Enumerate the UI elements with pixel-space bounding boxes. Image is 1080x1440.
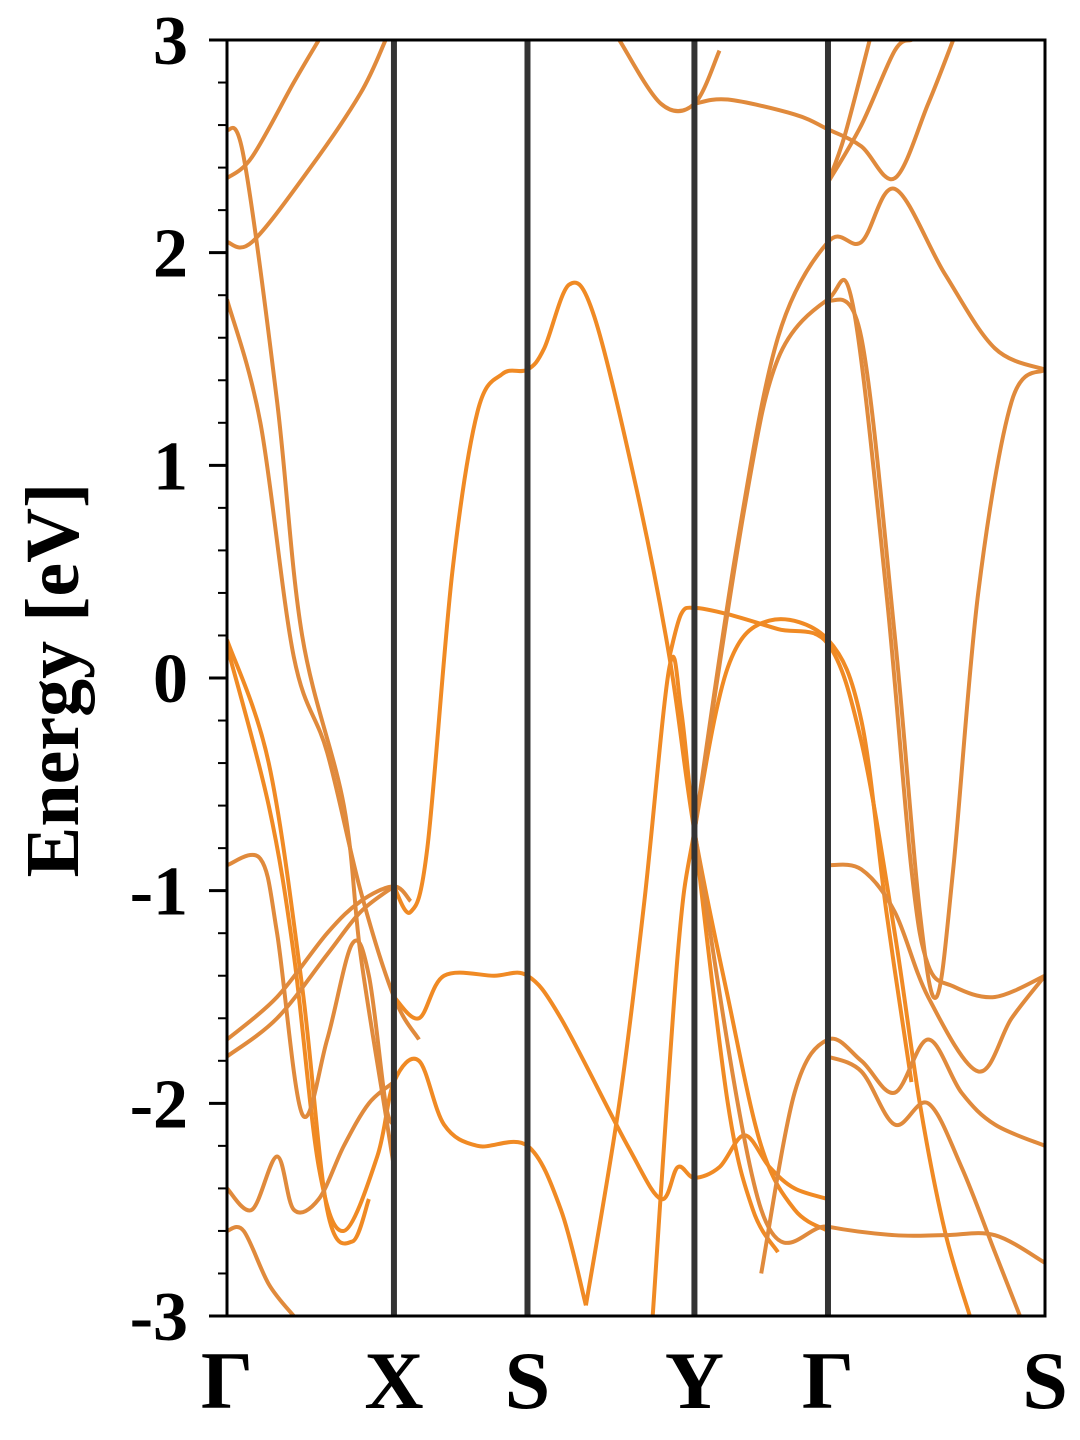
- y-tick-label-4: 1: [153, 428, 188, 505]
- x-tick-label-2: S: [505, 1335, 551, 1426]
- band-1: [227, 639, 371, 1246]
- band-11: [227, 1225, 296, 1316]
- y-tick-label-0: -3: [130, 1279, 188, 1356]
- band-22: [694, 40, 956, 182]
- band-27: [827, 1054, 1022, 1316]
- band-3: [227, 298, 421, 1041]
- band-7: [227, 852, 396, 1126]
- band-5: [227, 40, 388, 250]
- x-tick-label-4: Γ: [802, 1335, 854, 1426]
- band-10: [227, 1080, 396, 1215]
- x-tick-label-5: S: [1022, 1335, 1068, 1426]
- band-19: [826, 297, 1045, 1000]
- y-tick-label-3: 0: [153, 641, 188, 718]
- y-tick-label-6: 3: [153, 3, 188, 80]
- band-26: [827, 862, 1045, 1074]
- y-axis-ticks: -3 -2 -1 0 1 2 3: [130, 3, 227, 1356]
- band-24: [692, 830, 1045, 1265]
- y-tick-label-5: 2: [153, 216, 188, 293]
- band-20: [826, 40, 913, 184]
- x-tick-label-0: Γ: [201, 1335, 253, 1426]
- band-9: [227, 884, 396, 1059]
- band-23: [617, 40, 722, 114]
- band-14: [583, 654, 780, 1306]
- band-12: [392, 970, 829, 1202]
- band-13: [392, 280, 830, 1233]
- y-tick-label-2: -1: [130, 854, 188, 931]
- x-tick-label-3: Y: [665, 1335, 724, 1426]
- y-axis-label: Energy [eV]: [11, 483, 95, 878]
- x-tick-label-1: X: [364, 1335, 423, 1426]
- band-21: [826, 40, 872, 184]
- band-4: [227, 125, 396, 1168]
- band-25: [759, 1036, 1045, 1274]
- band-18: [692, 186, 1045, 832]
- kpoint-dividers: [390, 40, 831, 1316]
- band-6: [227, 40, 321, 180]
- band-lines: [227, 40, 1045, 1316]
- band-16: [650, 617, 914, 1316]
- y-tick-label-1: -2: [130, 1066, 188, 1143]
